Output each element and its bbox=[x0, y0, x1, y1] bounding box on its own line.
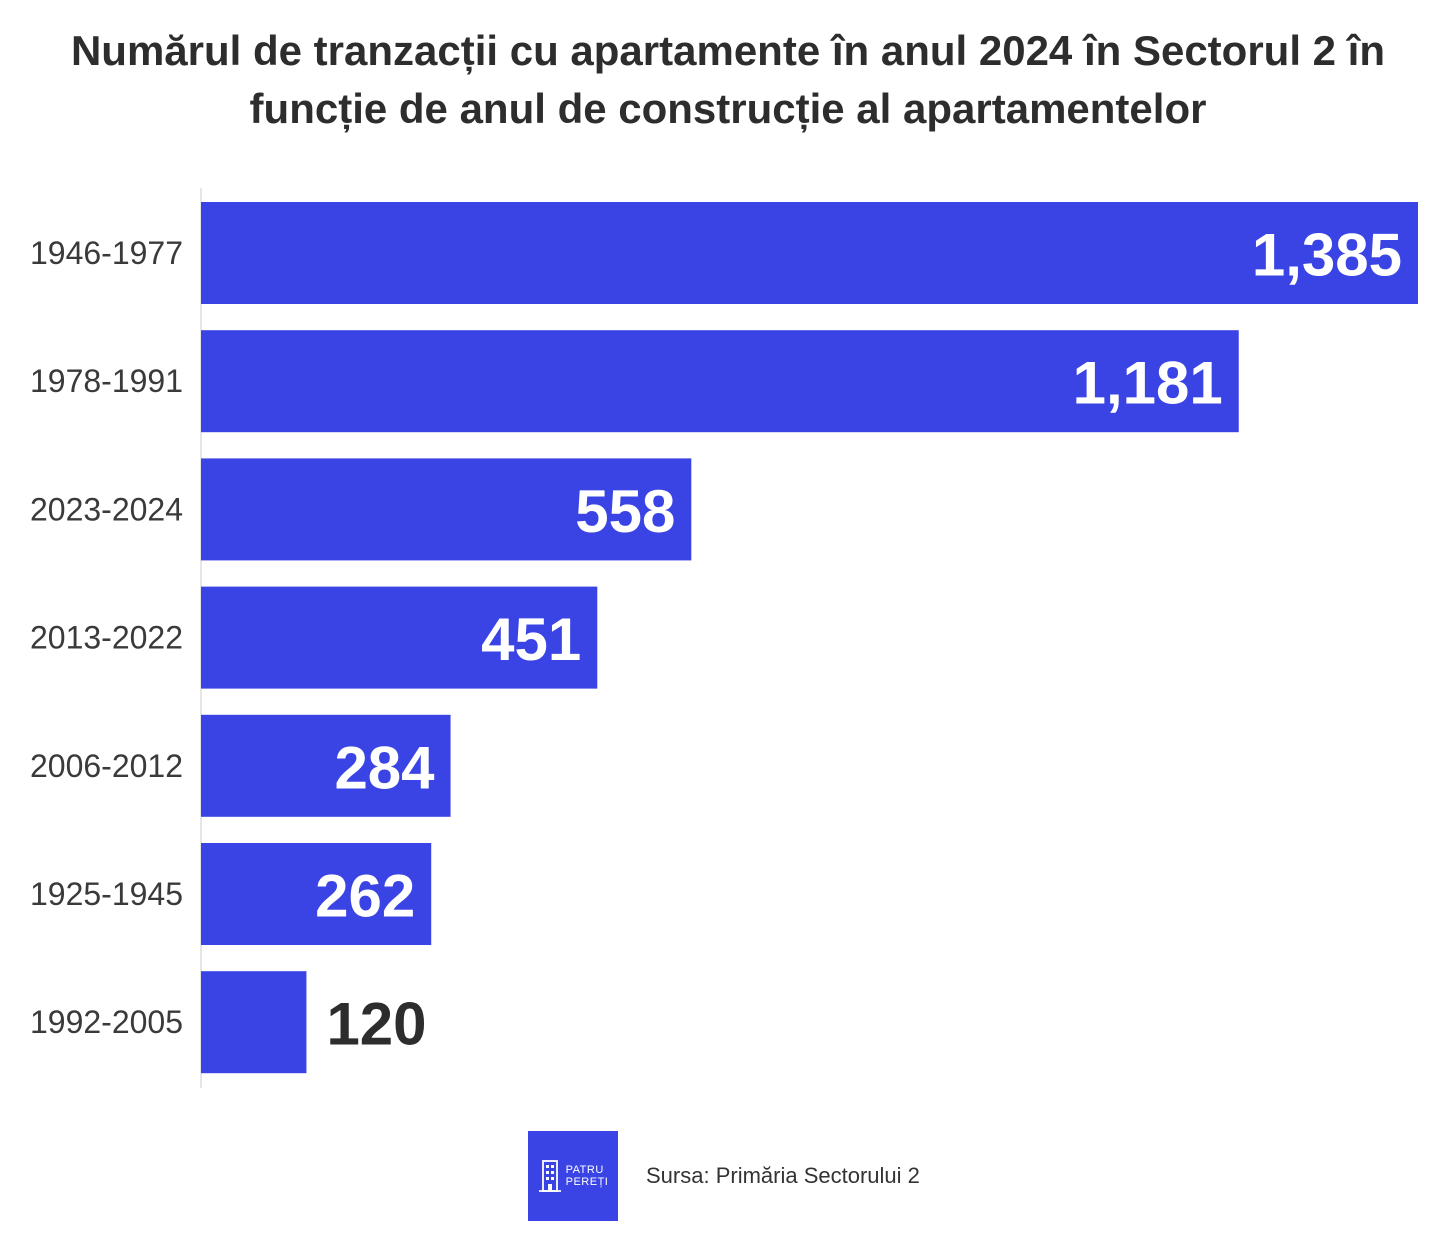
building-icon bbox=[538, 1160, 561, 1192]
category-label-1925-1945: 1925-1945 bbox=[30, 876, 183, 912]
value-label-1925-1945: 262 bbox=[315, 863, 415, 930]
bar-1946-1977 bbox=[201, 202, 1418, 304]
value-label-1946-1977: 1,385 bbox=[1252, 222, 1402, 289]
bar-chart: 1946-1977 1,385 1978-1991 1,181 2023-2024 558… bbox=[30, 188, 1418, 1088]
bar-1925-1945 bbox=[201, 843, 432, 945]
category-label-2006-2012: 2006-2012 bbox=[30, 748, 183, 784]
value-label-1978-1991: 1,181 bbox=[1073, 350, 1223, 417]
logo-line-2: PEREȚI bbox=[565, 1176, 609, 1188]
logo-line-1: PATRU bbox=[565, 1164, 604, 1176]
value-label-1992-2005: 120 bbox=[326, 991, 426, 1058]
bar-2013-2022 bbox=[201, 586, 598, 689]
bar-2006-2012 bbox=[201, 714, 451, 817]
bar-1992-2005 bbox=[201, 971, 307, 1074]
category-label-1992-2005: 1992-2005 bbox=[30, 1004, 183, 1040]
chart-title: Numărul de tranzacții cu apartamente în … bbox=[70, 27, 1386, 132]
category-label-2013-2022: 2013-2022 bbox=[30, 620, 183, 656]
bars-group: 1946-1977 1,385 1978-1991 1,181 2023-2024 558… bbox=[30, 202, 1418, 1074]
value-label-2023-2024: 558 bbox=[575, 478, 675, 545]
bar-2023-2024 bbox=[201, 458, 692, 561]
bar-1978-1991 bbox=[201, 330, 1239, 433]
patru-pereti-logo: PATRU PEREȚI bbox=[528, 1131, 618, 1221]
source-note: Sursa: Primăria Sectorului 2 bbox=[646, 1163, 920, 1188]
footer: PATRU PEREȚI Sursa: Primăria Sectorului … bbox=[528, 1131, 920, 1221]
category-label-2023-2024: 2023-2024 bbox=[30, 491, 183, 527]
category-label-1946-1977: 1946-1977 bbox=[30, 235, 183, 271]
value-label-2006-2012: 284 bbox=[334, 734, 435, 801]
category-label-1978-1991: 1978-1991 bbox=[30, 363, 183, 399]
value-label-2013-2022: 451 bbox=[481, 606, 581, 673]
